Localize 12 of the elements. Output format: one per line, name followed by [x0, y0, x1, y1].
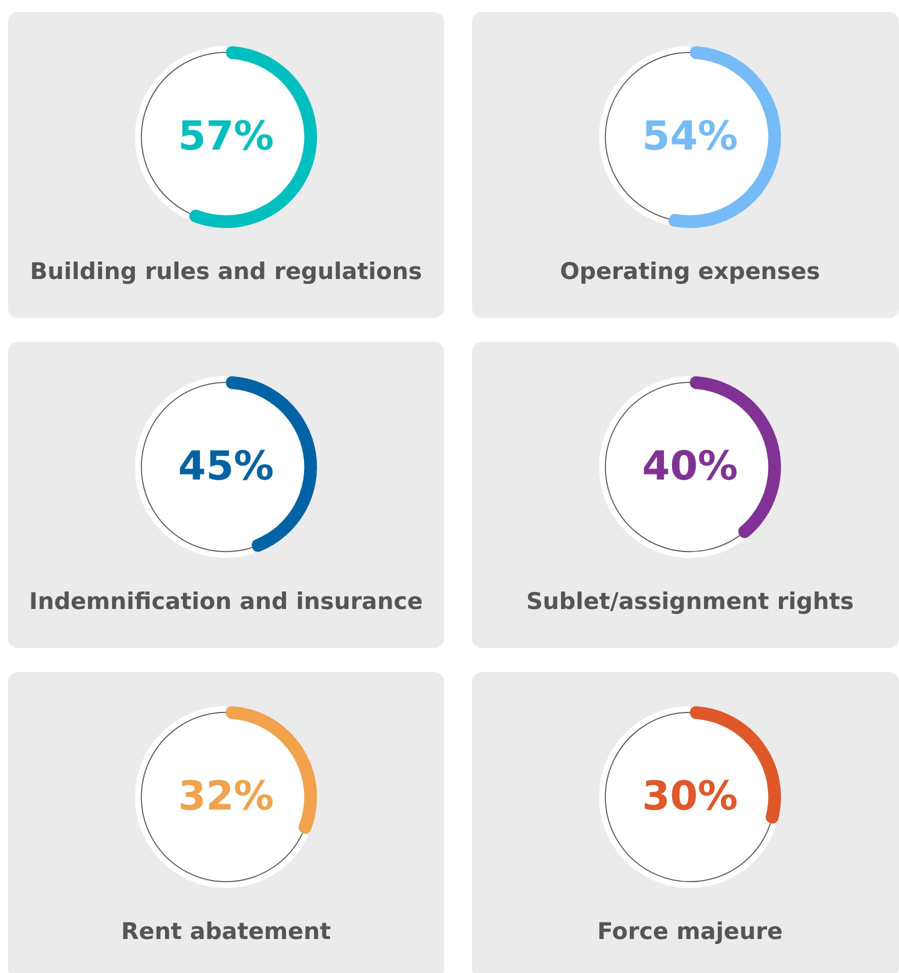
text: Force majeure — [596, 919, 784, 945]
data-label: 57% — [178, 113, 274, 160]
text: Operating expenses — [558, 259, 822, 285]
data-label: 45% — [178, 443, 274, 490]
text: Building rules and regulations — [28, 259, 424, 285]
data-label: 32% — [178, 773, 274, 820]
text: Rent abatement — [120, 919, 332, 945]
data-label: 30% — [642, 773, 738, 820]
data-label: 40% — [642, 443, 738, 490]
text: Indemnification and insurance — [28, 589, 424, 615]
data-label: 54% — [642, 113, 738, 160]
text: Sublet/assignment rights — [525, 589, 855, 615]
